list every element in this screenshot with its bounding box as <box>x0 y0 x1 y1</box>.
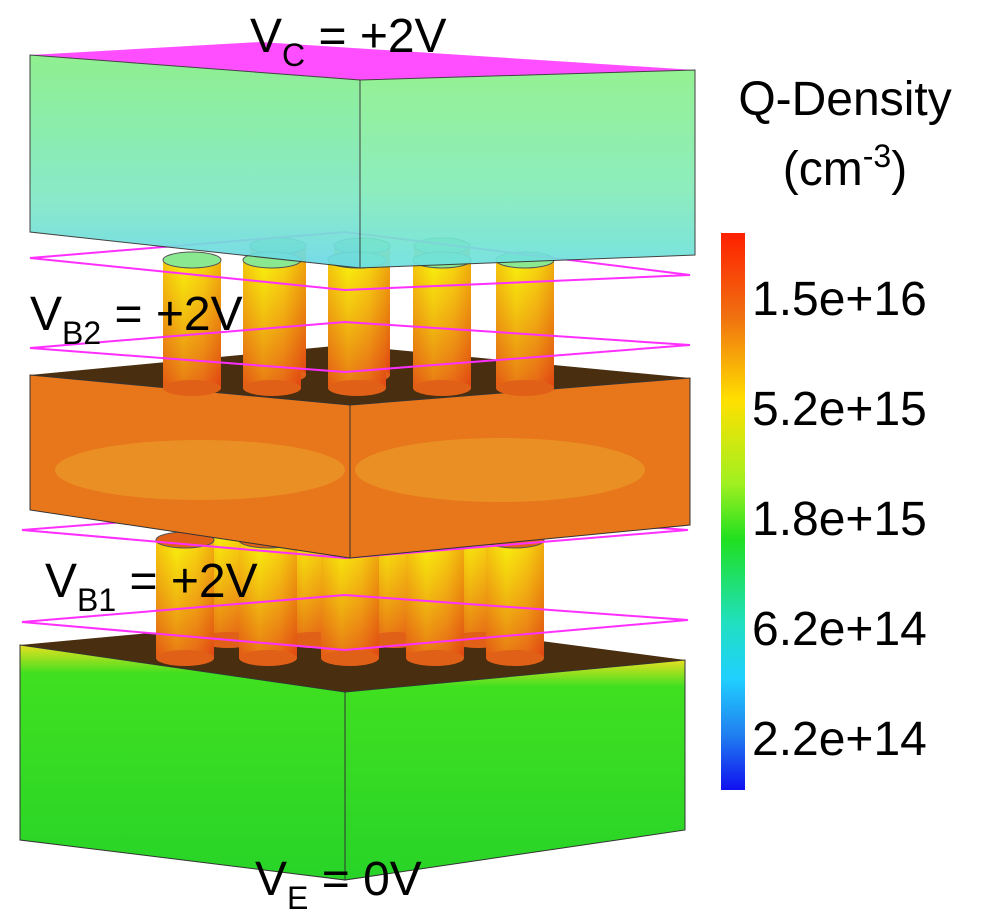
collector-block <box>30 42 695 268</box>
pillar-bottom <box>496 380 554 396</box>
pillar-bottom <box>321 650 379 666</box>
pillar-bottom <box>413 380 471 396</box>
colorbar-tick-label: 6.2e+14 <box>752 603 927 656</box>
pillar-bottom <box>156 650 214 666</box>
pillar-shade <box>486 540 544 658</box>
colorbar-unit: (cm-3) <box>783 138 907 196</box>
pillar-shade <box>496 260 554 388</box>
colorbar-tick-label: 2.2e+14 <box>752 713 927 766</box>
pillar-cap <box>163 252 221 268</box>
colorbar-tick-label: 1.8e+15 <box>752 493 927 546</box>
pillar-shade <box>413 260 471 388</box>
pillar-bottom <box>163 380 221 396</box>
pillar-bottom <box>239 650 297 666</box>
pillar-bottom <box>243 380 301 396</box>
pillar-bottom <box>328 380 386 396</box>
colorbar-ticks: 1.5e+16 5.2e+15 1.8e+15 6.2e+14 2.2e+14 <box>752 273 927 766</box>
colorbar-title: Q-Density <box>738 73 951 126</box>
colorbar-tick-label: 5.2e+15 <box>752 383 927 436</box>
colorbar-tick-label: 1.5e+16 <box>752 273 927 326</box>
pillar-bottom <box>406 650 464 666</box>
pillar-bottom <box>486 650 544 666</box>
emitter-label: VE = 0V <box>255 853 422 916</box>
figure: VC = +2V VB2 = +2V VB1 = +2V VE = 0V Q-D… <box>0 0 1005 917</box>
colorbar <box>721 233 745 790</box>
page: VC = +2V VB2 = +2V VB1 = +2V VE = 0V Q-D… <box>0 0 1005 922</box>
